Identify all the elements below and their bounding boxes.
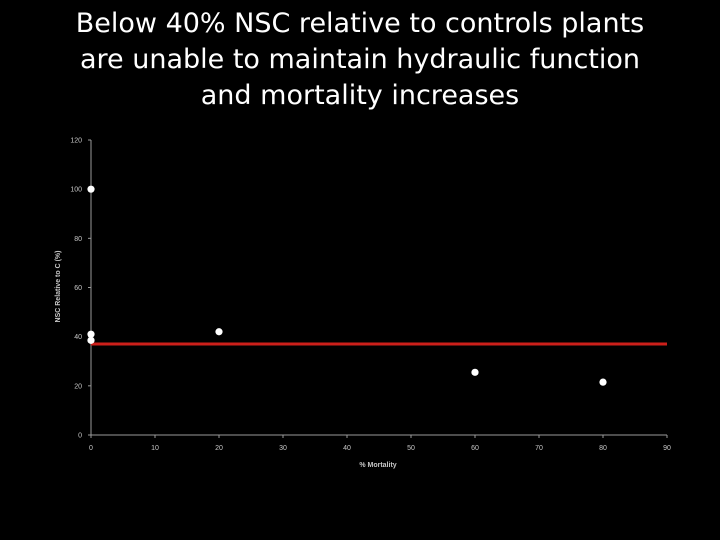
y-tick-label: 20 — [74, 383, 82, 390]
data-point — [215, 328, 223, 336]
y-tick-label: 0 — [78, 433, 82, 440]
x-tick-label: 30 — [279, 445, 287, 452]
x-tick-label: 0 — [89, 445, 93, 452]
y-tick-label: 120 — [70, 138, 82, 145]
x-tick-label: 90 — [663, 445, 671, 452]
y-axis-title: NSC Relative to C (%) — [55, 251, 62, 323]
x-tick-label: 10 — [151, 445, 159, 452]
y-tick-label: 80 — [74, 236, 82, 243]
slide-title-line-3: and mortality increases — [200, 80, 520, 111]
data-point — [87, 330, 95, 338]
x-tick-label: 70 — [535, 445, 543, 452]
x-tick-label: 50 — [407, 445, 415, 452]
slide-title-line-1: Below 40% NSC relative to controls plant… — [75, 8, 645, 39]
x-tick-label: 20 — [215, 445, 223, 452]
x-axis-title: % Mortality — [359, 462, 396, 469]
y-tick-label: 40 — [74, 334, 82, 341]
data-point — [87, 336, 95, 344]
y-tick-label: 60 — [74, 285, 82, 292]
chart-axes — [90, 140, 667, 436]
data-point — [87, 185, 95, 193]
slide-title: Below 40% NSC relative to controls plant… — [0, 6, 720, 114]
x-tick-label: 60 — [471, 445, 479, 452]
x-tick-label: 80 — [599, 445, 607, 452]
data-point — [599, 378, 607, 386]
chart-ticks: 0 20 40 60 80 100 120 0 10 20 30 40 50 60 70 80 90 — [70, 138, 671, 453]
y-tick-label: 100 — [70, 187, 82, 194]
data-point — [471, 368, 479, 376]
slide-title-line-2: are unable to maintain hydraulic functio… — [79, 44, 641, 75]
x-tick-label: 40 — [343, 445, 351, 452]
data-points — [87, 185, 607, 386]
